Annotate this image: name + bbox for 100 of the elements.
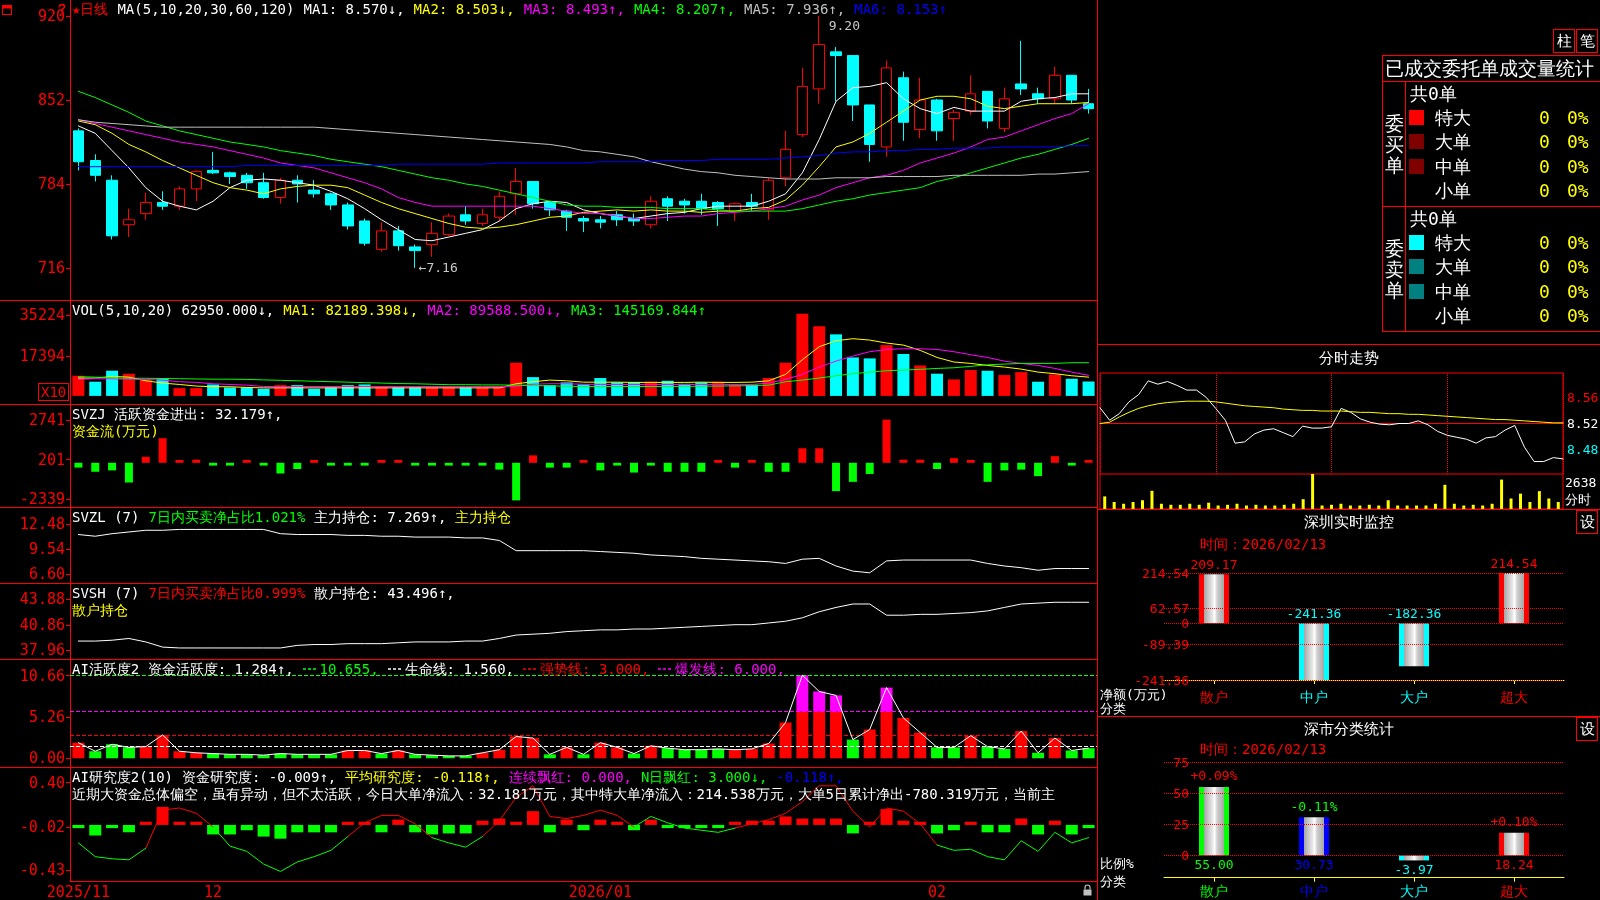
bar [1131, 502, 1135, 509]
candlestick [780, 130, 791, 187]
bar [779, 816, 792, 825]
legend-label: 委卖单 [1384, 236, 1404, 301]
y-tick-label: 43.88 [19, 590, 65, 608]
chart-title: AI研究度2(10) [72, 769, 174, 785]
bar [646, 462, 655, 466]
chart-subtitle: 主力持仓 [455, 509, 512, 525]
line-series [77, 82, 1090, 242]
bar [106, 824, 119, 829]
category-label: 大单 [1435, 256, 1471, 278]
category-label: 中单 [1435, 280, 1471, 302]
bar [882, 419, 891, 463]
text: 散户持仓: 43.496↑, [314, 585, 455, 601]
bar [108, 462, 117, 471]
bar [1547, 498, 1551, 509]
bar [461, 462, 470, 466]
line-series [77, 338, 1090, 389]
candlestick [191, 169, 202, 202]
text: MA1: 8.570↓, [303, 1, 405, 17]
bar [543, 754, 556, 759]
bar [1235, 503, 1239, 509]
data-label: 0 [1539, 106, 1550, 130]
data-label: 0 [1539, 154, 1550, 179]
text: 分时 [1565, 491, 1591, 508]
bar [1330, 504, 1333, 509]
data-label: 0% [1567, 304, 1589, 329]
bar [1226, 504, 1230, 509]
bar [190, 821, 203, 825]
annotation: 连续飘红: 0.000, [508, 769, 633, 785]
bar [1452, 503, 1456, 509]
candlestick [157, 190, 168, 211]
bar [848, 462, 857, 482]
bar [360, 462, 369, 466]
bar [762, 743, 775, 759]
legend-label: 生命线: 1.560, [404, 661, 515, 677]
candlestick [393, 225, 404, 252]
bar [1199, 574, 1229, 624]
bar [308, 388, 321, 396]
bar [1188, 503, 1192, 509]
bar [1032, 824, 1045, 835]
bar [74, 462, 83, 468]
chart-title: SVSH (7) [72, 585, 140, 601]
bar [377, 460, 386, 463]
data-label: 0% [1567, 279, 1589, 304]
bar [880, 809, 893, 825]
bar [293, 462, 302, 469]
bar [745, 748, 758, 759]
chart-title: 分时走势 [1319, 349, 1379, 367]
bar [308, 824, 321, 833]
bar [695, 749, 708, 759]
bar [1197, 504, 1201, 509]
y-tick-label: -2339 [19, 490, 65, 508]
data-label: -241.36 [1286, 606, 1342, 622]
bar [1207, 502, 1211, 509]
x-tick-label: 2026/01 [568, 882, 632, 900]
candlestick [90, 153, 101, 182]
bar [91, 462, 100, 472]
bar [392, 819, 405, 825]
text: 散户持仓 [72, 602, 128, 618]
bar [931, 373, 944, 396]
bar [1048, 374, 1061, 396]
y-tick-label: 0.00 [28, 749, 65, 768]
bar [1386, 500, 1390, 509]
bar [526, 811, 539, 825]
bar [880, 345, 893, 396]
line-series [77, 528, 1090, 574]
bar [947, 824, 960, 831]
chart-subtitle: 时间：2026/02/13 [1200, 536, 1327, 552]
bar [173, 388, 186, 396]
data-label: 30.73 [1294, 857, 1334, 873]
annotation: -0.118↑, [776, 769, 844, 785]
data-label: 0% [1567, 231, 1589, 255]
candlestick [965, 74, 976, 116]
candlestick [931, 98, 943, 142]
text: 已成交委托单成交量统计 [1385, 57, 1594, 79]
bar [949, 458, 958, 463]
text: 共0单 [1410, 83, 1457, 104]
bar [411, 462, 420, 466]
category-label: 特大 [1435, 232, 1471, 253]
bar [1000, 462, 1009, 471]
bar [596, 462, 605, 471]
candlestick [595, 215, 606, 229]
y-tick-label: 9.54 [28, 540, 65, 559]
bar [796, 818, 809, 825]
y-tick-label: 40.86 [19, 616, 65, 635]
bar [1292, 503, 1296, 509]
bar [1103, 496, 1107, 509]
data-label: 0% [1567, 255, 1589, 280]
bar [1399, 623, 1429, 667]
bar [1518, 493, 1522, 509]
bar [1509, 498, 1513, 509]
x-tick-label: 12 [204, 882, 223, 900]
candlestick [729, 201, 741, 222]
bar [1499, 573, 1529, 624]
y-tick-label: 214.54 [1142, 565, 1190, 581]
bar [865, 462, 874, 474]
candlestick [847, 55, 859, 122]
bar [291, 824, 304, 833]
bar [562, 462, 571, 468]
